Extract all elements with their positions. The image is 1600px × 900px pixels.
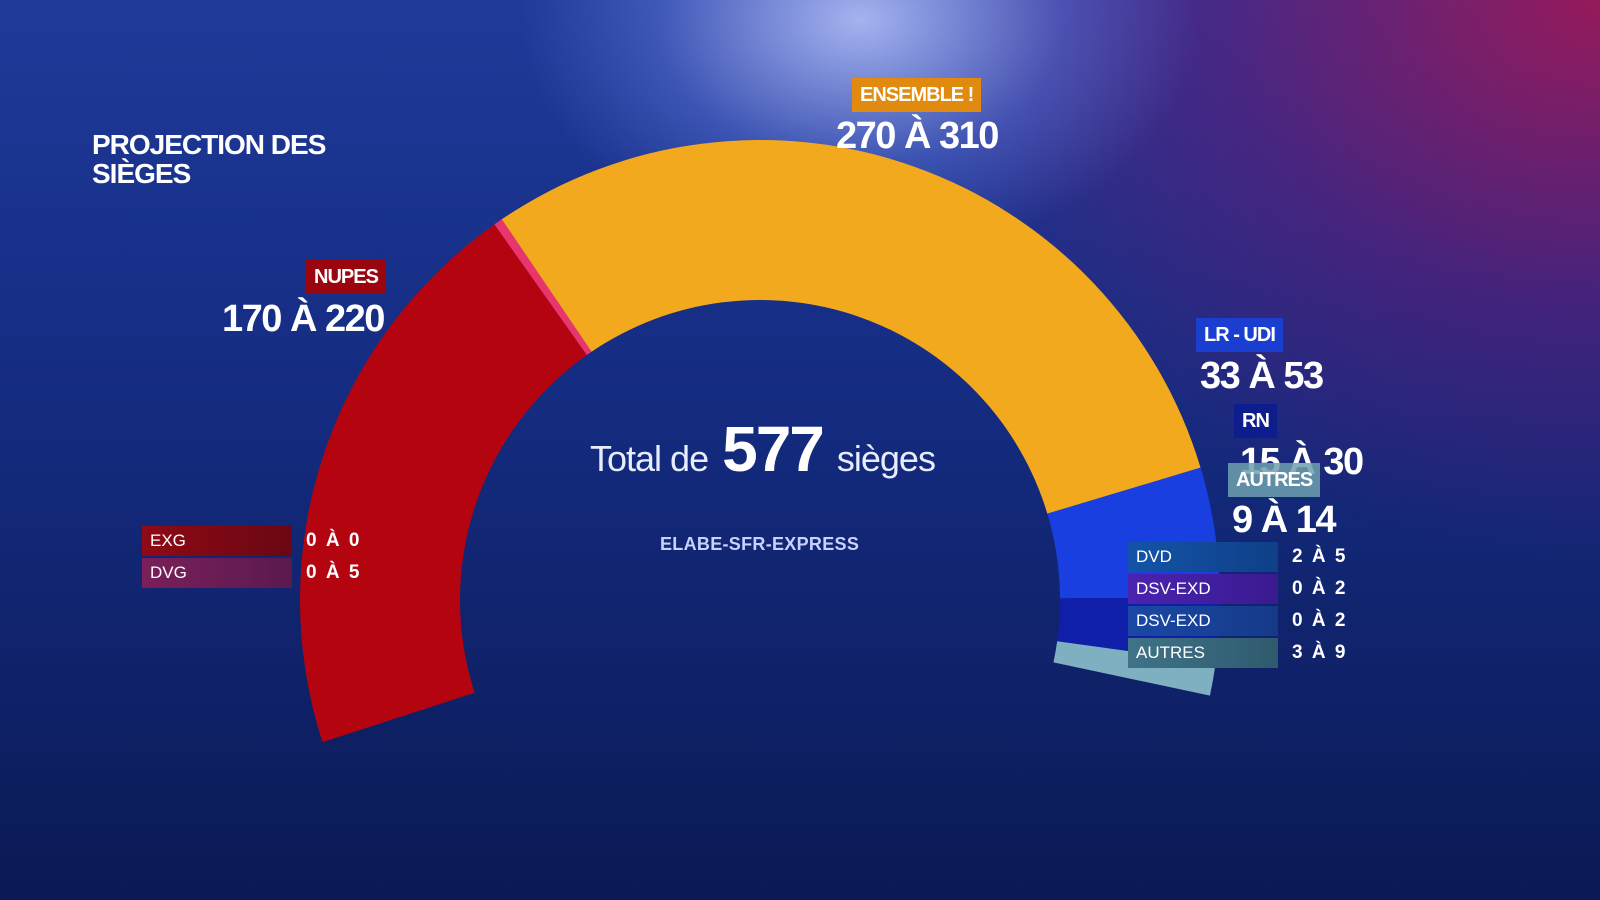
range-autres: 9 À 14 <box>1232 499 1336 541</box>
label-autres: AUTRES <box>1228 463 1321 497</box>
detail-row-dsv-exd-1: DSV-EXD 0 À 2 <box>1128 574 1347 604</box>
range-nupes: 170 À 220 <box>222 298 385 340</box>
detail-row-dvg: DVG 0 À 5 <box>142 558 361 588</box>
detail-label: DSV-EXD <box>1128 606 1278 636</box>
hemicycle-segment-ensemble <box>501 139 1201 514</box>
total-prefix: Total de <box>590 438 709 479</box>
detail-label: EXG <box>142 526 292 556</box>
detail-label: DSV-EXD <box>1128 574 1278 604</box>
detail-value: 0 À 0 <box>306 530 362 551</box>
detail-label: DVG <box>142 558 292 588</box>
label-ensemble: ENSEMBLE ! <box>852 78 982 112</box>
detail-label: AUTRES <box>1128 638 1278 668</box>
range-ensemble: 270 À 310 <box>836 115 999 157</box>
label-nupes: NUPES <box>306 260 386 294</box>
detail-row-autres: AUTRES 3 À 9 <box>1128 638 1347 668</box>
source-label: ELABE-SFR-EXPRESS <box>660 534 860 554</box>
detail-row-dsv-exd-2: DSV-EXD 0 À 2 <box>1128 606 1347 636</box>
detail-value: 0 À 5 <box>306 562 362 583</box>
label-lr-udi: LR - UDI <box>1196 318 1283 352</box>
detail-label: DVD <box>1128 542 1278 572</box>
total-seats: Total de 577 sièges <box>590 412 936 485</box>
label-rn: RN <box>1234 404 1277 438</box>
detail-value: 2 À 5 <box>1292 546 1348 567</box>
detail-value: 0 À 2 <box>1292 610 1348 631</box>
detail-value: 0 À 2 <box>1292 578 1348 599</box>
total-value: 577 <box>722 413 825 485</box>
detail-row-dvd: DVD 2 À 5 <box>1128 542 1347 572</box>
detail-value: 3 À 9 <box>1292 642 1348 663</box>
hemicycle-segment-autres <box>1053 641 1216 696</box>
hemicycle-segment-nupes <box>300 224 587 743</box>
page-title: PROJECTION DES SIÈGES <box>92 129 326 189</box>
range-lr-udi: 33 À 53 <box>1200 355 1324 397</box>
detail-row-exg: EXG 0 À 0 <box>142 526 361 556</box>
hemicycle-segment-dvg <box>494 219 592 356</box>
total-suffix: sièges <box>836 438 936 479</box>
